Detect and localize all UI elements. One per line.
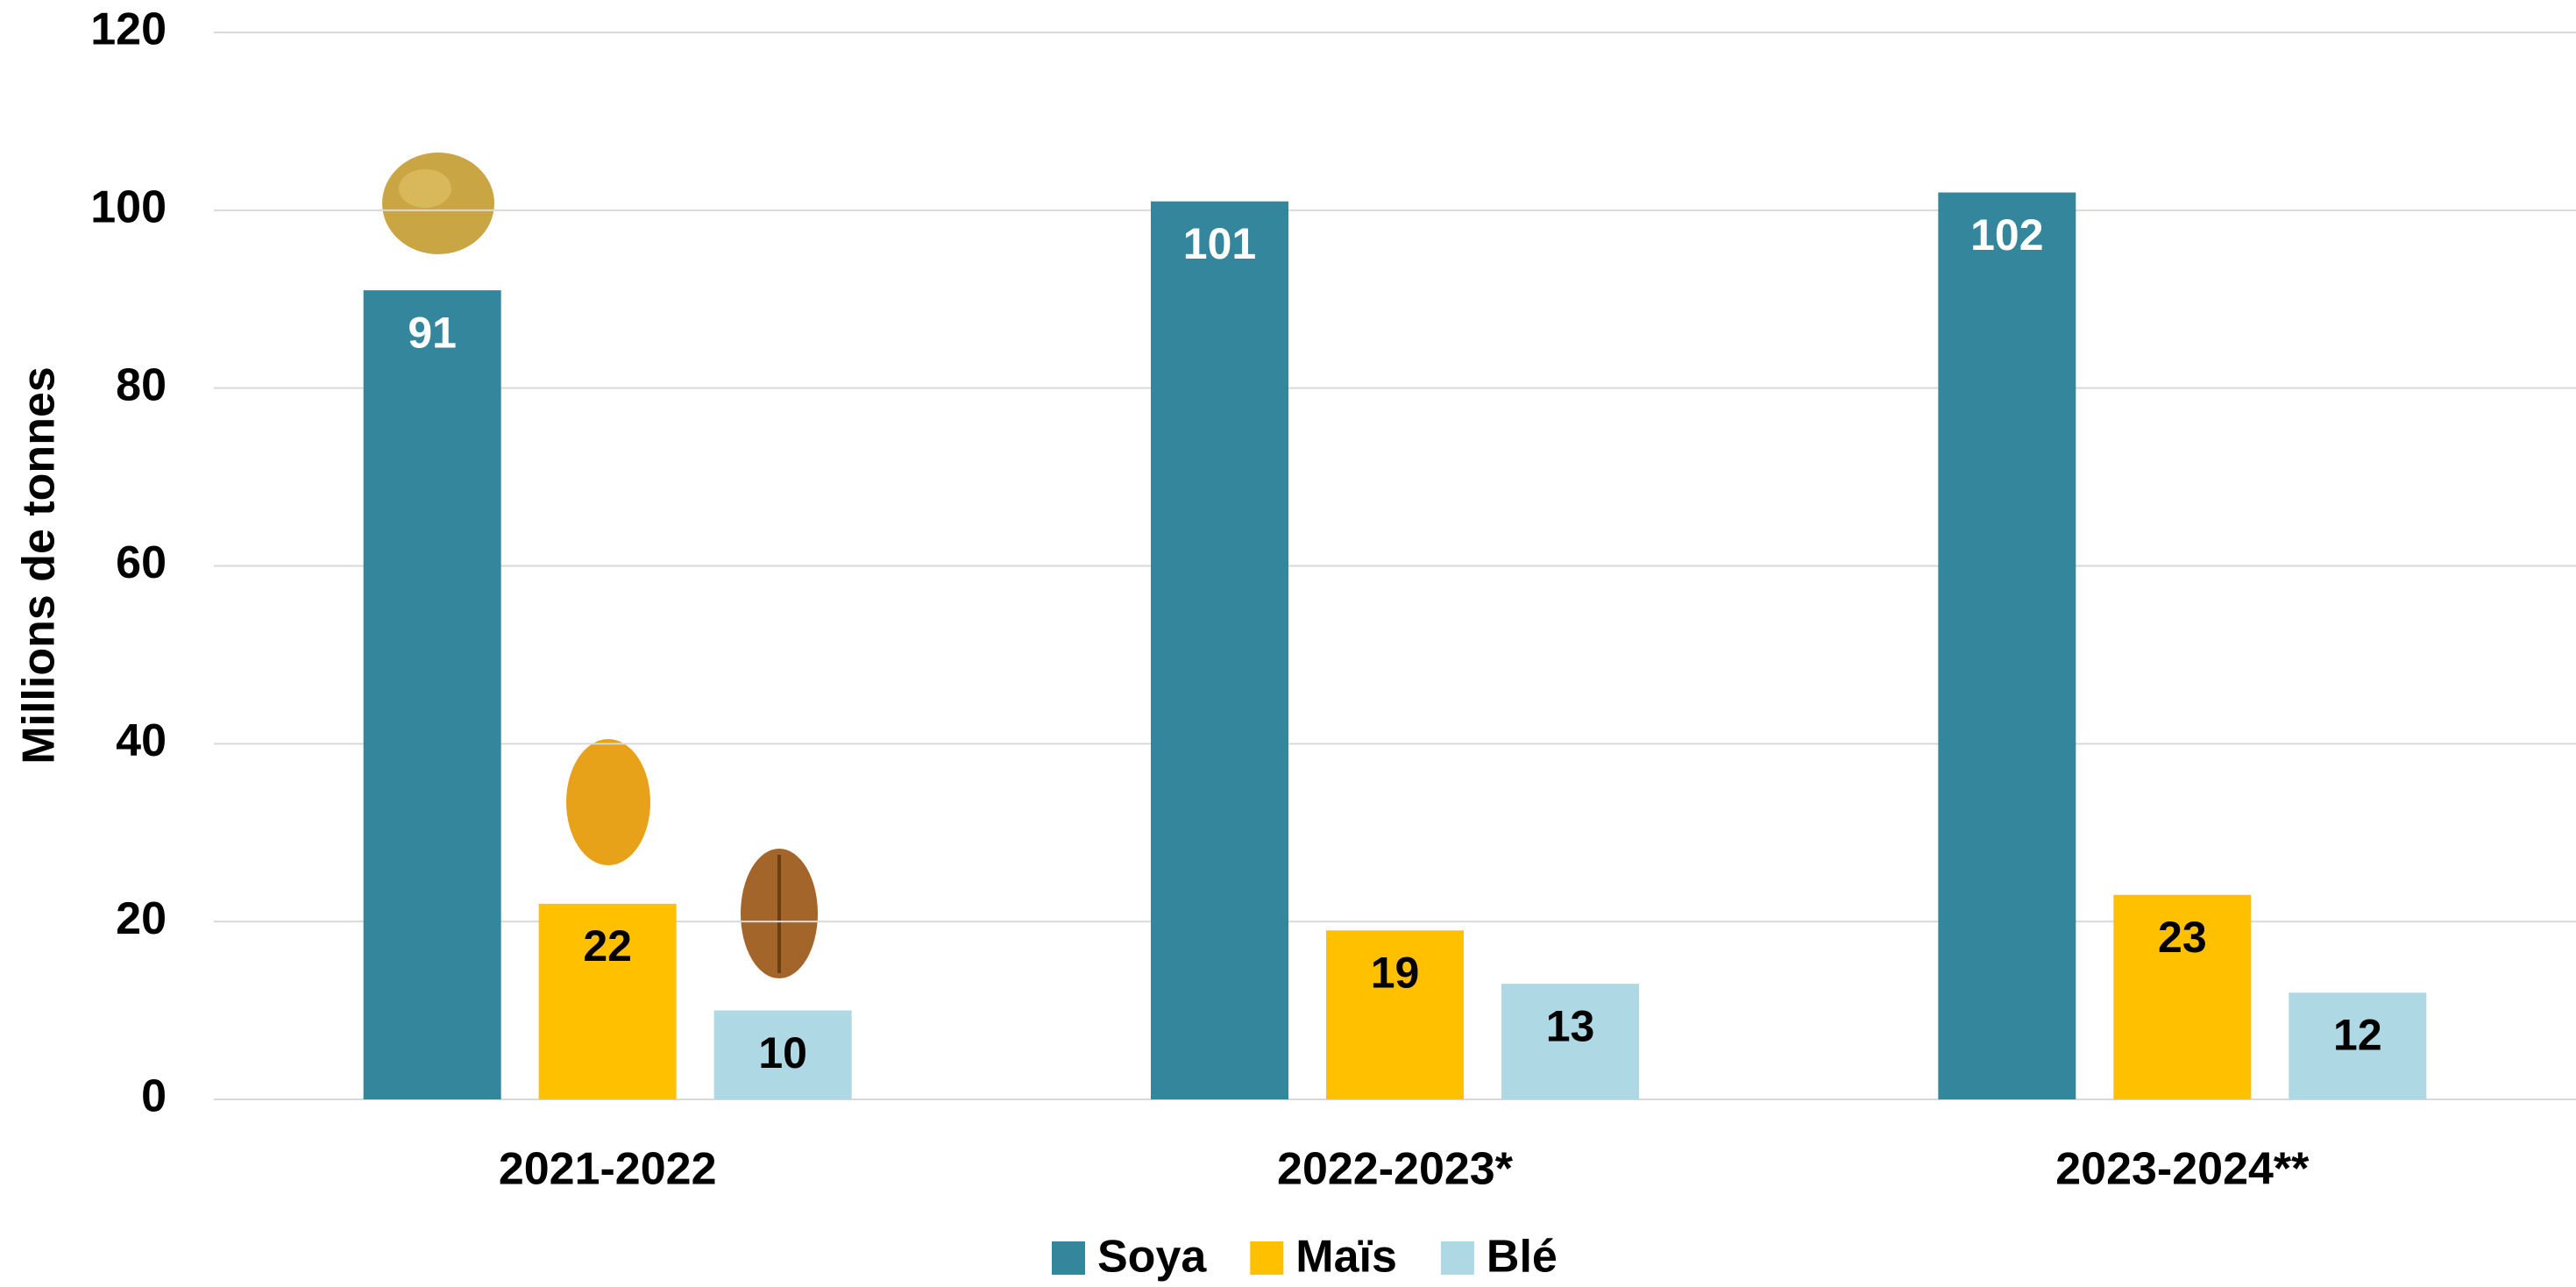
bar bbox=[713, 1010, 852, 1099]
value-label: 13 bbox=[1546, 1001, 1595, 1050]
legend-label: Blé bbox=[1487, 1232, 1558, 1283]
bar bbox=[363, 290, 501, 1099]
legend-swatch bbox=[1052, 1241, 1085, 1275]
y-tick-label: 60 bbox=[116, 537, 167, 588]
bar bbox=[2113, 894, 2252, 1099]
y-tick-label: 120 bbox=[90, 4, 167, 55]
y-axis-label: Millions de tonnes bbox=[14, 366, 65, 764]
value-label: 91 bbox=[408, 308, 457, 357]
value-label: 10 bbox=[758, 1028, 807, 1077]
bar bbox=[1151, 201, 1288, 1100]
y-tick-label: 20 bbox=[116, 893, 167, 944]
y-tick-label: 0 bbox=[141, 1071, 167, 1122]
legend-swatch bbox=[1440, 1241, 1474, 1275]
value-label: 23 bbox=[2158, 913, 2207, 962]
value-label: 12 bbox=[2333, 1011, 2382, 1060]
decoration bbox=[382, 153, 818, 978]
y-tick-label: 100 bbox=[90, 182, 167, 233]
y-tick-label: 40 bbox=[116, 715, 167, 766]
legend-swatch bbox=[1250, 1241, 1284, 1275]
value-label: 22 bbox=[583, 921, 632, 971]
bar bbox=[538, 903, 677, 1099]
x-tick-label: 2021-2022 bbox=[499, 1144, 717, 1195]
bar bbox=[1326, 930, 1464, 1099]
value-label: 102 bbox=[1970, 210, 2043, 260]
bar bbox=[1501, 984, 1639, 1099]
value-label: 19 bbox=[1371, 949, 1420, 998]
x-tick-label: 2023-2024** bbox=[2055, 1144, 2310, 1195]
x-tick-label: 2022-2023* bbox=[1277, 1144, 1514, 1195]
legend-label: Soya bbox=[1097, 1232, 1207, 1283]
bar bbox=[2289, 992, 2427, 1099]
value-label: 101 bbox=[1183, 219, 1256, 268]
bar bbox=[1938, 192, 2076, 1099]
y-tick-label: 80 bbox=[116, 359, 167, 410]
legend-label: Maïs bbox=[1295, 1232, 1397, 1283]
